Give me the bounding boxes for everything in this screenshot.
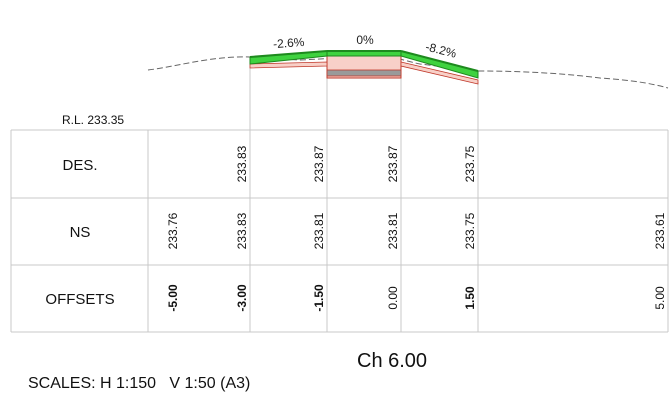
subgrade-left-wedge: [249, 61, 328, 69]
offset-value: -5.00: [166, 284, 180, 312]
ns-value: 233.61: [653, 212, 667, 249]
des-value: 233.75: [463, 145, 477, 182]
scales-label: SCALES: H 1:150 V 1:50 (A3): [28, 375, 251, 392]
grade-label-center: 0%: [356, 33, 374, 47]
offset-value: -3.00: [235, 284, 249, 312]
ns-value: 233.83: [235, 212, 249, 249]
ns-value: 233.75: [463, 212, 477, 249]
offset-value: 1.50: [463, 286, 477, 310]
des-value: 233.83: [235, 145, 249, 182]
pavement-top-line-left: [249, 50, 328, 58]
des-value: 233.87: [386, 145, 400, 182]
row-label-offsets: OFFSETS: [45, 291, 114, 308]
reduced-level-label: R.L. 233.35: [62, 113, 124, 127]
ns-value: 233.81: [386, 212, 400, 249]
offset-value: -1.50: [312, 284, 326, 312]
offset-value: 5.00: [653, 286, 667, 310]
offset-value: 0.00: [386, 286, 400, 310]
row-label-des: DES.: [62, 157, 97, 174]
subgrade-right-wedge: [400, 61, 479, 85]
chainage-label: Ch 6.00: [357, 350, 428, 372]
pavement-top-line-right: [400, 50, 479, 72]
grade-label-left: -2.6%: [273, 35, 306, 51]
table-grid: [11, 129, 668, 333]
base-course-layer: [326, 69, 402, 77]
natural-surface-line: [147, 54, 669, 89]
ns-value: 233.76: [166, 212, 180, 249]
des-value: 233.87: [312, 145, 326, 182]
vertical-grid: [10, 62, 669, 332]
ns-value: 233.81: [312, 212, 326, 249]
row-label-ns: NS: [70, 224, 91, 241]
